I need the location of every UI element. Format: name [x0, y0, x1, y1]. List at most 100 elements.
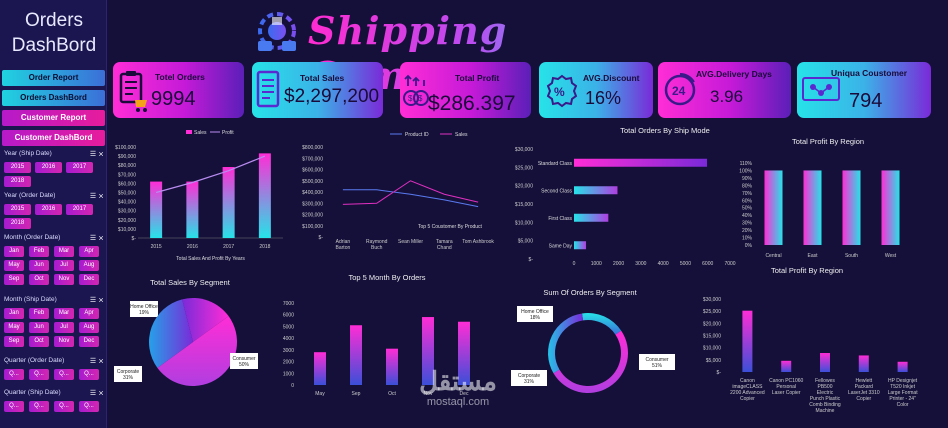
x-tick-label: Raymond [366, 239, 388, 245]
y-tick-label: 60% [742, 198, 753, 204]
chart-sales-profit-by-years: Sales Profit $100,000 $90,000 $80,000 $70,000… [115, 130, 283, 262]
y-tick-label: 110% [740, 161, 753, 167]
ship-mode-bar [574, 158, 708, 167]
x-tick-label: Personal [776, 384, 796, 390]
slicer-chip[interactable]: Oct [29, 336, 49, 347]
x-tick-label: Tom Ashbrook [462, 239, 494, 245]
x-tick-label: Color [897, 402, 909, 408]
slicer-chip[interactable]: Mar [54, 246, 74, 257]
slicer-chip[interactable]: Dec [79, 336, 99, 347]
kpi-unique-customer-value: 794 [849, 90, 883, 112]
y-tick-label: 7000 [283, 301, 294, 307]
x-tick-label: Hewlett [855, 378, 872, 384]
slicer-title: Year (Order Date) [4, 192, 56, 199]
data-label: 31% [524, 379, 535, 385]
slicer-chip[interactable]: Q... [29, 369, 49, 380]
series-line [342, 180, 479, 205]
slicer-chip[interactable]: 2017 [66, 204, 93, 215]
x-tick-label: 2016 [187, 244, 198, 250]
x-tick-label: 1000 [591, 261, 602, 267]
svg-text:$: $ [408, 94, 413, 103]
x-tick-label: Dec [460, 391, 469, 397]
y-tick-label: 2000 [283, 360, 294, 366]
slicer-chip[interactable]: Oct [29, 274, 49, 285]
chart-top5-month-by-orders: Top 5 Month By Orders 7000 6000 5000 4000 300… [283, 273, 470, 397]
kpi-total-profit-label: Total Profit [455, 73, 500, 83]
nav-customer-dashboard-button[interactable]: Customer DashBord [2, 130, 105, 146]
nav-orders-dashboard-button[interactable]: Orders DashBord [2, 90, 105, 106]
x-tick-label: Laser Copier [772, 390, 801, 396]
x-tick-label: T520 Inkjet [890, 384, 915, 390]
clear-filter-icon[interactable]: ☰ ⨯ [89, 235, 104, 242]
ship-mode-bar [574, 186, 618, 195]
slicer-chip[interactable]: Sep [4, 274, 24, 285]
kpi-avg-delivery-days-label: AVG.Delivery Days [696, 69, 772, 79]
slicer-chip[interactable]: Q... [54, 401, 74, 412]
slicer-chip[interactable]: 2015 [4, 162, 31, 173]
slicer-chip[interactable]: May [4, 322, 24, 333]
clear-filter-icon[interactable]: ☰ ⨯ [89, 151, 104, 158]
slicer-chip[interactable]: Q... [54, 369, 74, 380]
slicer-chip[interactable]: Q... [29, 401, 49, 412]
clear-filter-icon[interactable]: ☰ ⨯ [89, 358, 104, 365]
x-tick-label: Sep [352, 391, 361, 397]
x-tick-label: South [845, 253, 858, 259]
slicer-chip[interactable]: Jan [4, 246, 24, 257]
slicer-chip[interactable]: Nov [54, 336, 74, 347]
nav-customer-report-button[interactable]: Customer Report [2, 110, 105, 126]
data-label: Corporate [117, 369, 139, 375]
clear-filter-icon[interactable]: ☰ ⨯ [89, 390, 104, 397]
slicer-chip[interactable]: Feb [29, 246, 49, 257]
x-tick-label: Large Format [888, 390, 919, 396]
x-tick-label: imageCLASS [732, 384, 763, 390]
y-tick-label: $300,000 [302, 201, 323, 207]
slicer-chip[interactable]: May [4, 260, 24, 271]
slicer-chip[interactable]: Sep [4, 336, 24, 347]
y-tick-label: $5,000 [518, 239, 534, 245]
clear-filter-icon[interactable]: ☰ ⨯ [89, 193, 104, 200]
slicer-chip[interactable]: 2016 [35, 204, 62, 215]
slicer-chip[interactable]: 2016 [35, 162, 62, 173]
kpi-total-sales-label: Total Sales [300, 73, 345, 83]
clock-24-icon: 24 [664, 72, 696, 106]
region-bar [764, 170, 783, 245]
discount-percent-icon: % [546, 74, 578, 108]
pie-slice [182, 298, 229, 342]
x-tick-label: Copier [856, 396, 871, 402]
region-bar [842, 170, 861, 245]
slicer-header: Quarter (Ship Date) ☰ ⨯ [4, 389, 104, 397]
slicer-chip[interactable]: Apr [79, 246, 99, 257]
slicer-header: Month (Order Date) ☰ ⨯ [4, 234, 104, 242]
slicer-chip[interactable]: Q... [4, 369, 24, 380]
x-tick-label: PB500 [817, 384, 832, 390]
y-tick-label: $10,000 [515, 220, 533, 226]
slicer-chip[interactable]: 2015 [4, 204, 31, 215]
slicer-chip[interactable]: Jul [54, 322, 74, 333]
slicer-chip[interactable]: Jan [4, 308, 24, 319]
nav-order-report-button[interactable]: Order Report [2, 70, 105, 86]
slicer-chip[interactable]: 2017 [66, 162, 93, 173]
slicer-chip[interactable]: Jun [29, 322, 49, 333]
slicer-chip[interactable]: Aug [79, 322, 99, 333]
slicer-chip[interactable]: 2018 [4, 176, 31, 187]
slicer-chip[interactable]: Jun [29, 260, 49, 271]
slicer-chip[interactable]: Jul [54, 260, 74, 271]
slicer-chip[interactable]: Aug [79, 260, 99, 271]
slicer-chip[interactable]: Q... [4, 401, 24, 412]
slicer-chip[interactable]: Feb [29, 308, 49, 319]
slicer-chip[interactable]: Dec [79, 274, 99, 285]
data-label-box [639, 354, 675, 370]
slicer-chip[interactable]: Apr [79, 308, 99, 319]
y-tick-label: 20% [742, 228, 753, 234]
slicer-chip[interactable]: Mar [54, 308, 74, 319]
clipboard-cart-icon [119, 71, 147, 112]
slicer-chip[interactable]: Q... [79, 369, 99, 380]
slicer-chip[interactable]: Q... [79, 401, 99, 412]
slicer-chip[interactable]: 2018 [4, 218, 31, 229]
header-banner: Shipping Company [250, 5, 640, 98]
y-tick-label: $100,000 [302, 224, 323, 230]
y-tick-label: $25,000 [515, 165, 533, 171]
clear-filter-icon[interactable]: ☰ ⨯ [89, 297, 104, 304]
slicer-chip[interactable]: Nov [54, 274, 74, 285]
